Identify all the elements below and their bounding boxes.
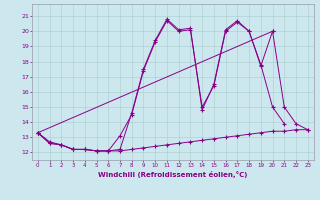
X-axis label: Windchill (Refroidissement éolien,°C): Windchill (Refroidissement éolien,°C) xyxy=(98,171,247,178)
